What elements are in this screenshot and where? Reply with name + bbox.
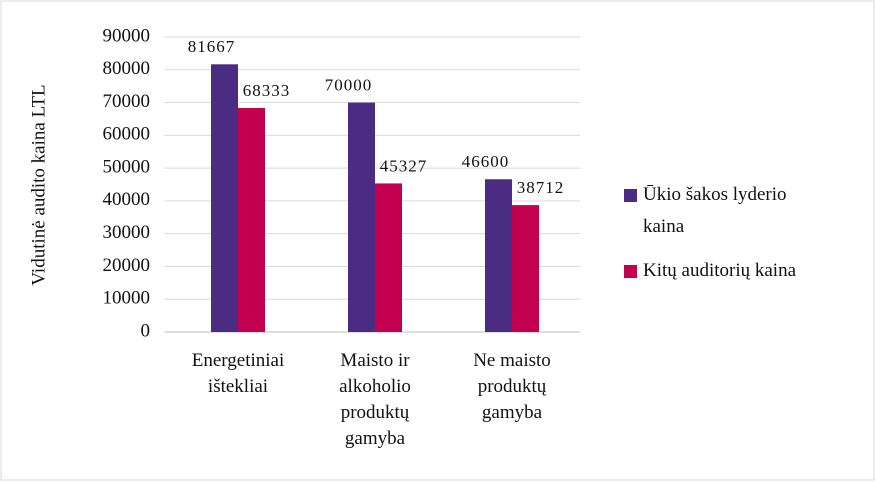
x-tick-label: Energetiniai ištekliai — [192, 350, 285, 397]
y-axis-label: Vidutinė audito kaina LTL — [28, 84, 49, 285]
bar — [238, 108, 265, 332]
bar — [211, 64, 238, 332]
x-tick-label: Ne maisto produktų gamyba — [473, 350, 551, 423]
data-label: 45327 — [380, 156, 428, 175]
y-tick-label: 90000 — [103, 25, 151, 46]
x-tick-label: Maisto ir alkoholio produktų gamyba — [339, 350, 411, 449]
bar — [512, 205, 539, 332]
y-tick-label: 20000 — [103, 255, 151, 276]
data-label: 81667 — [188, 37, 236, 56]
y-tick-label: 0 — [141, 320, 151, 341]
data-label: 68333 — [243, 81, 291, 100]
y-tick-label: 10000 — [103, 288, 151, 309]
legend-swatch — [624, 265, 637, 278]
y-tick-label: 40000 — [103, 189, 151, 210]
legend-label: Kitų auditorių kaina — [643, 260, 797, 281]
legend-label: Ūkio šakos lyderio kaina — [643, 184, 787, 237]
data-label: 46600 — [462, 152, 510, 171]
data-label: 38712 — [517, 178, 565, 197]
y-tick-label: 50000 — [103, 156, 151, 177]
y-tick-label: 30000 — [103, 222, 151, 243]
y-tick-label: 80000 — [103, 58, 151, 79]
bar — [375, 183, 402, 332]
bar — [485, 179, 512, 332]
y-tick-label: 60000 — [103, 124, 151, 145]
data-label: 70000 — [325, 75, 373, 94]
bar — [348, 102, 375, 332]
y-tick-label: 70000 — [103, 91, 151, 112]
legend-swatch — [624, 189, 637, 202]
